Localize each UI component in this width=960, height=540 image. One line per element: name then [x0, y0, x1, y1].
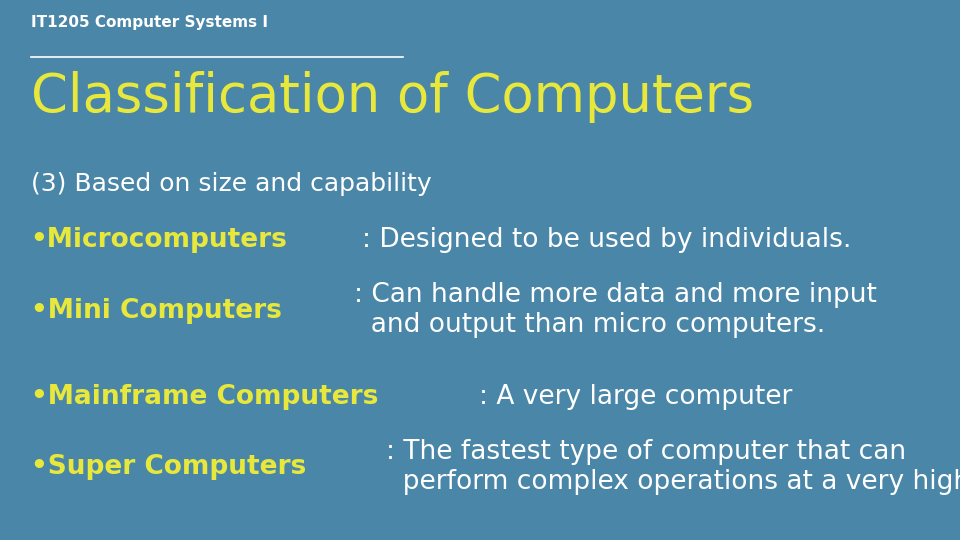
Text: •Mainframe Computers: •Mainframe Computers: [31, 384, 378, 410]
Text: Classification of Computers: Classification of Computers: [31, 71, 754, 123]
Text: : Designed to be used by individuals.: : Designed to be used by individuals.: [362, 227, 852, 253]
Text: IT1205 Computer Systems I: IT1205 Computer Systems I: [31, 15, 268, 30]
Text: •Super Computers: •Super Computers: [31, 454, 306, 480]
Text: •Mini Computers: •Mini Computers: [31, 298, 281, 323]
Text: : The fastest type of computer that can
  perform complex operations at a very h: : The fastest type of computer that can …: [386, 439, 960, 495]
Text: : Can handle more data and more input
  and output than micro computers.: : Can handle more data and more input an…: [354, 282, 877, 339]
Text: (3) Based on size and capability: (3) Based on size and capability: [31, 172, 431, 195]
Text: : A very large computer: : A very large computer: [479, 384, 792, 410]
Text: •Microcomputers: •Microcomputers: [31, 227, 288, 253]
